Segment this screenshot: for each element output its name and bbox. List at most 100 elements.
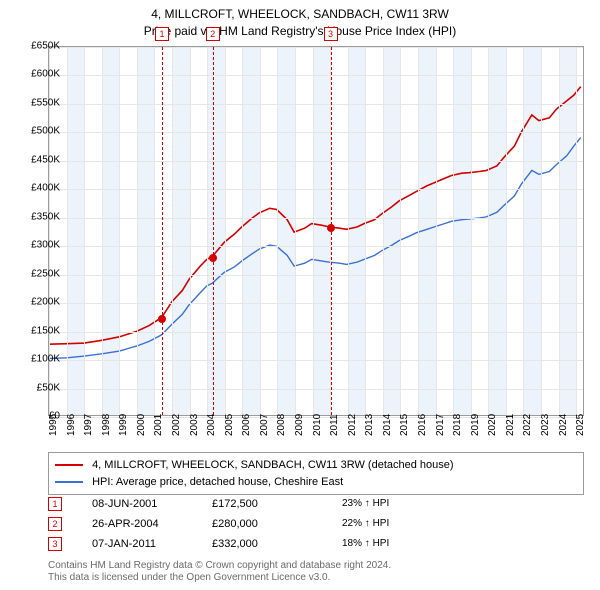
x-tick-label: 2023 [540, 414, 551, 436]
x-tick-label: 2018 [452, 414, 463, 436]
legend-swatch-price [55, 464, 83, 466]
x-tick-label: 2022 [522, 414, 533, 436]
chart-container: 4, MILLCROFT, WHEELOCK, SANDBACH, CW11 3… [0, 0, 600, 590]
x-tick-label: 2006 [241, 414, 252, 436]
sales-row-marker: 2 [48, 517, 62, 531]
x-tick-label: 2013 [364, 414, 375, 436]
sales-row-price: £280,000 [212, 514, 342, 534]
gridline-v [400, 47, 401, 415]
sale-marker-line [213, 47, 214, 415]
sales-row-date: 07-JAN-2011 [92, 534, 212, 554]
x-tick-label: 2016 [417, 414, 428, 436]
gridline-v [418, 47, 419, 415]
x-tick-label: 2003 [189, 414, 200, 436]
x-tick-label: 2015 [399, 414, 410, 436]
x-tick-label: 2001 [153, 414, 164, 436]
sales-row-pct: 23% ↑ HPI [342, 494, 492, 514]
y-tick-label: £550K [10, 97, 60, 108]
x-tick-label: 2017 [435, 414, 446, 436]
x-tick-label: 1997 [83, 414, 94, 436]
legend-row-price: 4, MILLCROFT, WHEELOCK, SANDBACH, CW11 3… [55, 457, 577, 474]
y-tick-label: £400K [10, 183, 60, 194]
x-tick-label: 2004 [206, 414, 217, 436]
footer-line-1: Contains HM Land Registry data © Crown c… [48, 560, 584, 572]
sale-marker-box: 3 [324, 27, 338, 41]
gridline-v [348, 47, 349, 415]
x-tick-label: 2002 [171, 414, 182, 436]
x-tick-label: 2021 [505, 414, 516, 436]
gridline-v [154, 47, 155, 415]
y-tick-label: £350K [10, 211, 60, 222]
x-tick-label: 1999 [118, 414, 129, 436]
gridline-v [541, 47, 542, 415]
x-tick-label: 1996 [66, 414, 77, 436]
legend: 4, MILLCROFT, WHEELOCK, SANDBACH, CW11 3… [48, 452, 584, 495]
gridline-h [49, 104, 583, 105]
gridline-v [190, 47, 191, 415]
gridline-h [49, 360, 583, 361]
sale-marker-line [162, 47, 163, 415]
sales-row-price: £172,500 [212, 494, 342, 514]
gridline-h [49, 389, 583, 390]
sales-row: 108-JUN-2001£172,50023% ↑ HPI [48, 494, 584, 514]
gridline-v [225, 47, 226, 415]
legend-label-hpi: HPI: Average price, detached house, Ches… [92, 476, 343, 488]
y-tick-label: £500K [10, 126, 60, 137]
gridline-v [295, 47, 296, 415]
y-tick-label: £650K [10, 41, 60, 52]
sale-marker-dot [209, 254, 217, 262]
gridline-v [436, 47, 437, 415]
sales-row-date: 08-JUN-2001 [92, 494, 212, 514]
y-tick-label: £450K [10, 154, 60, 165]
gridline-h [49, 161, 583, 162]
gridline-v [172, 47, 173, 415]
gridline-v [242, 47, 243, 415]
x-tick-label: 2014 [382, 414, 393, 436]
chart-title: 4, MILLCROFT, WHEELOCK, SANDBACH, CW11 3… [0, 6, 600, 23]
series-price_paid [49, 87, 580, 345]
sales-row-pct: 22% ↑ HPI [342, 514, 492, 534]
gridline-h [49, 132, 583, 133]
y-tick-label: £200K [10, 297, 60, 308]
sales-row-marker: 3 [48, 537, 62, 551]
plot-area: 123 [48, 46, 584, 416]
gridline-v [471, 47, 472, 415]
series-hpi [49, 138, 580, 359]
sale-marker-dot [158, 315, 166, 323]
gridline-v [576, 47, 577, 415]
sales-row: 226-APR-2004£280,00022% ↑ HPI [48, 514, 584, 534]
sales-table: 108-JUN-2001£172,50023% ↑ HPI226-APR-200… [48, 494, 584, 554]
x-tick-label: 2011 [329, 414, 340, 436]
y-tick-label: £300K [10, 240, 60, 251]
sales-row-price: £332,000 [212, 534, 342, 554]
x-tick-label: 2005 [224, 414, 235, 436]
gridline-v [559, 47, 560, 415]
gridline-h [49, 189, 583, 190]
chart-titles: 4, MILLCROFT, WHEELOCK, SANDBACH, CW11 3… [0, 0, 600, 40]
gridline-v [488, 47, 489, 415]
x-tick-label: 1998 [101, 414, 112, 436]
gridline-h [49, 332, 583, 333]
gridline-v [383, 47, 384, 415]
legend-label-price: 4, MILLCROFT, WHEELOCK, SANDBACH, CW11 3… [92, 459, 453, 471]
footer: Contains HM Land Registry data © Crown c… [48, 560, 584, 584]
y-tick-label: £50K [10, 382, 60, 393]
x-tick-label: 2024 [558, 414, 569, 436]
gridline-v [67, 47, 68, 415]
gridline-v [119, 47, 120, 415]
gridline-v [207, 47, 208, 415]
gridline-h [49, 47, 583, 48]
gridline-h [49, 218, 583, 219]
x-tick-label: 2007 [259, 414, 270, 436]
gridline-h [49, 275, 583, 276]
sales-row: 307-JAN-2011£332,00018% ↑ HPI [48, 534, 584, 554]
y-tick-label: £600K [10, 69, 60, 80]
legend-row-hpi: HPI: Average price, detached house, Ches… [55, 474, 577, 491]
x-tick-label: 2008 [276, 414, 287, 436]
y-tick-label: £100K [10, 354, 60, 365]
gridline-v [453, 47, 454, 415]
gridline-v [137, 47, 138, 415]
x-tick-label: 2010 [312, 414, 323, 436]
x-tick-label: 2025 [575, 414, 586, 436]
gridline-v [523, 47, 524, 415]
